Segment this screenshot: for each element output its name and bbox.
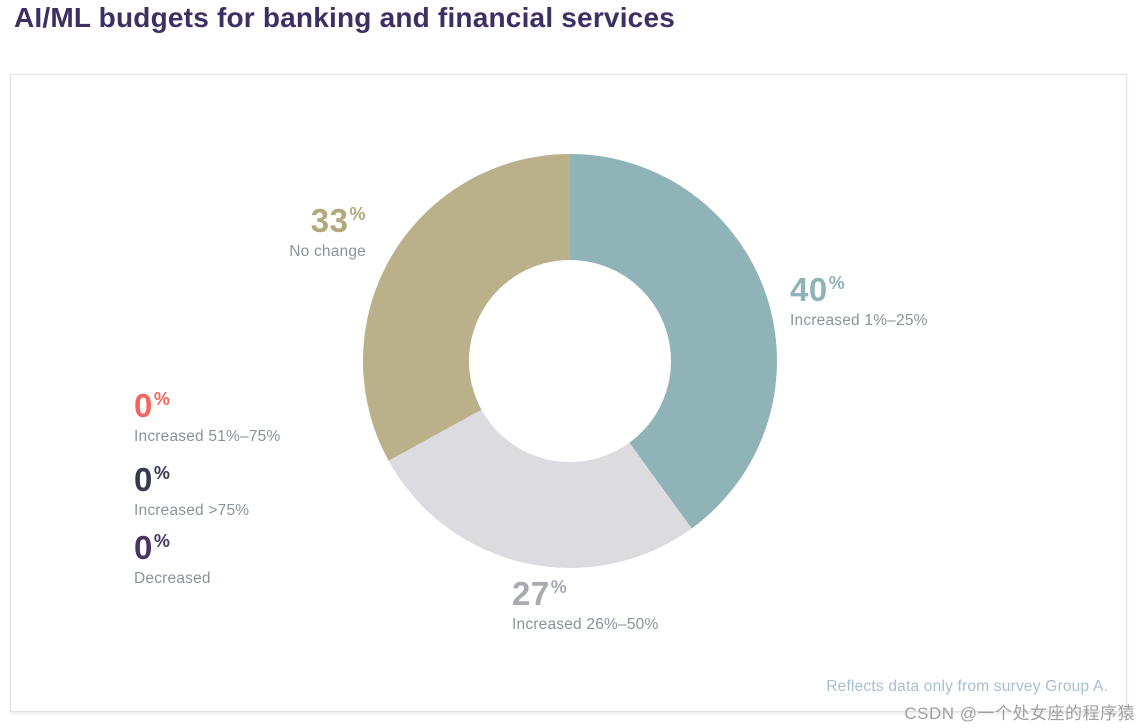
- chart-footnote: Reflects data only from survey Group A.: [826, 678, 1108, 695]
- value-number: 33: [310, 202, 349, 239]
- callout-value: 40%: [790, 273, 928, 306]
- value-number: 0: [134, 387, 153, 424]
- callout-label: Increased 51%–75%: [134, 428, 281, 445]
- callout-increased-gt-75: 0% Increased >75%: [134, 463, 249, 519]
- callout-label: Decreased: [134, 570, 211, 587]
- value-number: 0: [134, 529, 153, 566]
- callout-increased-1-25: 40% Increased 1%–25%: [790, 273, 928, 329]
- callout-value: 27%: [512, 577, 658, 610]
- page-title: AI/ML budgets for banking and financial …: [14, 2, 675, 33]
- watermark: CSDN @一个处女座的程序猿: [904, 704, 1135, 723]
- callout-label: No change: [289, 243, 366, 260]
- callout-value: 0%: [134, 531, 211, 564]
- callout-value: 33%: [289, 204, 366, 237]
- callout-decreased: 0% Decreased: [134, 531, 211, 587]
- percent-sign: %: [153, 389, 171, 409]
- callout-value: 0%: [134, 389, 280, 422]
- callout-label: Increased >75%: [134, 502, 250, 519]
- value-number: 40: [790, 271, 828, 308]
- percent-sign: %: [349, 204, 366, 224]
- callout-no-change: 33% No change: [289, 204, 366, 260]
- callout-label: Increased 1%–25%: [790, 312, 928, 329]
- value-number: 27: [512, 575, 550, 612]
- percent-sign: %: [550, 577, 568, 597]
- value-number: 0: [134, 461, 153, 498]
- callout-value: 0%: [134, 463, 249, 496]
- callout-increased-51-75: 0% Increased 51%–75%: [134, 389, 280, 445]
- callout-label: Increased 26%–50%: [512, 616, 659, 633]
- percent-sign: %: [153, 531, 171, 551]
- percent-sign: %: [828, 273, 846, 293]
- callout-increased-26-50: 27% Increased 26%–50%: [512, 577, 658, 633]
- percent-sign: %: [153, 463, 171, 483]
